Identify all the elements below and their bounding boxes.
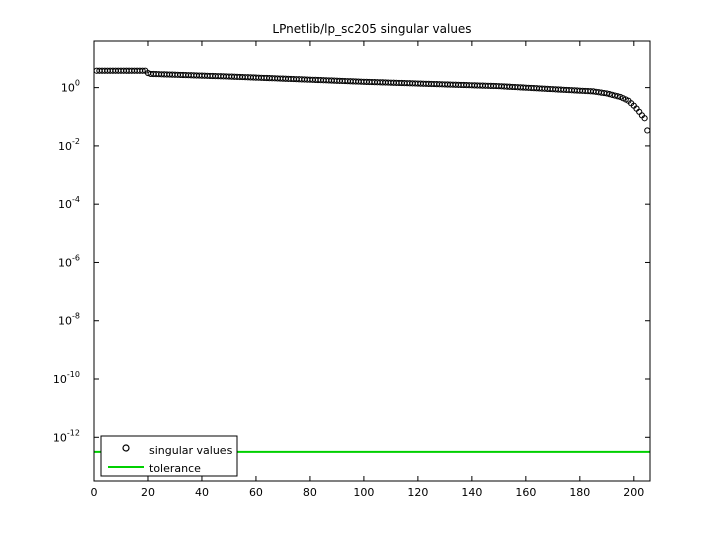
legend-marker-singular-values: [122, 444, 130, 452]
data-point: [603, 90, 610, 97]
legend-label-singular-values: singular values: [149, 444, 233, 457]
x-tick-label: 140: [461, 486, 482, 499]
x-tick-label: 120: [407, 486, 428, 499]
x-tick-label: 160: [515, 486, 536, 499]
data-point: [614, 93, 621, 100]
data-point: [609, 91, 616, 98]
x-tick-label: 0: [91, 486, 98, 499]
legend-label-tolerance: tolerance: [149, 462, 201, 475]
chart-title: LPnetlib/lp_sc205 singular values: [272, 22, 471, 36]
data-point: [139, 67, 146, 74]
data-point: [641, 115, 648, 122]
data-point: [611, 92, 619, 99]
x-tick-label: 80: [303, 486, 317, 499]
x-tick-label: 180: [569, 486, 590, 499]
x-axis: 0 20 40 60 80 100 120 140 160 180 200: [91, 41, 644, 499]
x-tick-label: 40: [195, 486, 209, 499]
x-tick-label: 100: [353, 486, 374, 499]
x-tick-label: 20: [141, 486, 155, 499]
legend-box: [100, 435, 238, 477]
legend: singular values tolerance: [100, 435, 238, 477]
x-tick-label: 60: [249, 486, 263, 499]
data-point: [606, 91, 613, 98]
axes-frame: [93, 40, 651, 482]
x-tick-label: 200: [623, 486, 644, 499]
